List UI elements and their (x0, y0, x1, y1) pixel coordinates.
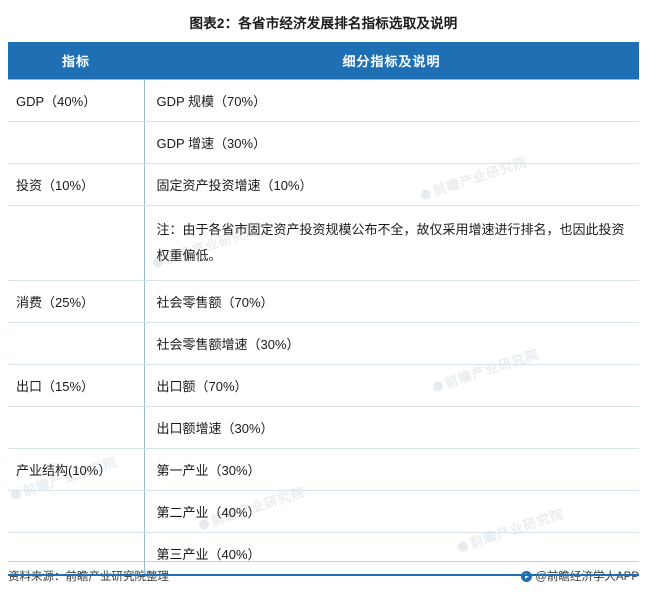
cell-detail: 出口额增速（30%） (144, 406, 639, 449)
cell-category: 投资（10%） (8, 163, 145, 206)
page-title: 图表2：各省市经济发展排名指标选取及说明 (189, 16, 458, 31)
table-row: 投资（10%） 固定资产投资增速（10%） (8, 163, 639, 206)
cell-detail-note: 注：由于各省市固定资产投资规模公布不全，故仅采用增速进行排名，也因此投资权重偏低… (144, 205, 639, 281)
table-row: 产业结构(10%） 第一产业（30%） (8, 448, 639, 491)
table-header-row: 指标 细分指标及说明 (8, 42, 639, 80)
cell-category (8, 490, 145, 533)
cell-category (8, 406, 145, 449)
cell-detail: GDP 规模（70%） (144, 79, 639, 122)
cell-category (8, 322, 145, 365)
cell-detail: 第二产业（40%） (144, 490, 639, 533)
table-row: GDP（40%） GDP 规模（70%） (8, 79, 639, 122)
table-row: 第二产业（40%） (8, 490, 639, 533)
cell-detail: GDP 增速（30%） (144, 121, 639, 164)
column-header-detail: 细分指标及说明 (144, 42, 639, 80)
cell-category (8, 205, 145, 281)
cell-category: GDP（40%） (8, 79, 145, 122)
cell-detail: 第一产业（30%） (144, 448, 639, 491)
table-row: 出口额增速（30%） (8, 406, 639, 449)
table-body: GDP（40%） GDP 规模（70%） GDP 增速（30%） 投资（10%）… (8, 79, 639, 576)
table-row: GDP 增速（30%） (8, 121, 639, 164)
table-row: 出口（15%） 出口额（70%） (8, 364, 639, 407)
table-row: 社会零售额增速（30%） (8, 322, 639, 365)
cell-category (8, 121, 145, 164)
table-row: 第三产业（40%） (8, 532, 639, 576)
column-header-indicator: 指标 (8, 42, 144, 80)
cell-detail: 社会零售额增速（30%） (144, 322, 639, 365)
cell-category: 产业结构(10%） (8, 448, 145, 491)
cell-category: 出口（15%） (8, 364, 145, 407)
cell-detail: 出口额（70%） (144, 364, 639, 407)
cell-category (8, 532, 145, 576)
cell-detail: 第三产业（40%） (144, 532, 639, 576)
cell-detail: 社会零售额（70%） (144, 280, 639, 323)
table-row: 消费（25%） 社会零售额（70%） (8, 280, 639, 323)
play-logo-icon (521, 570, 533, 582)
table-container: 指标 细分指标及说明 GDP（40%） GDP 规模（70%） GDP 增速（3… (8, 42, 639, 576)
indicator-table: 指标 细分指标及说明 GDP（40%） GDP 规模（70%） GDP 增速（3… (8, 42, 639, 576)
cell-detail: 固定资产投资增速（10%） (144, 163, 639, 206)
cell-category: 消费（25%） (8, 280, 145, 323)
table-row: 注：由于各省市固定资产投资规模公布不全，故仅采用增速进行排名，也因此投资权重偏低… (8, 205, 639, 281)
